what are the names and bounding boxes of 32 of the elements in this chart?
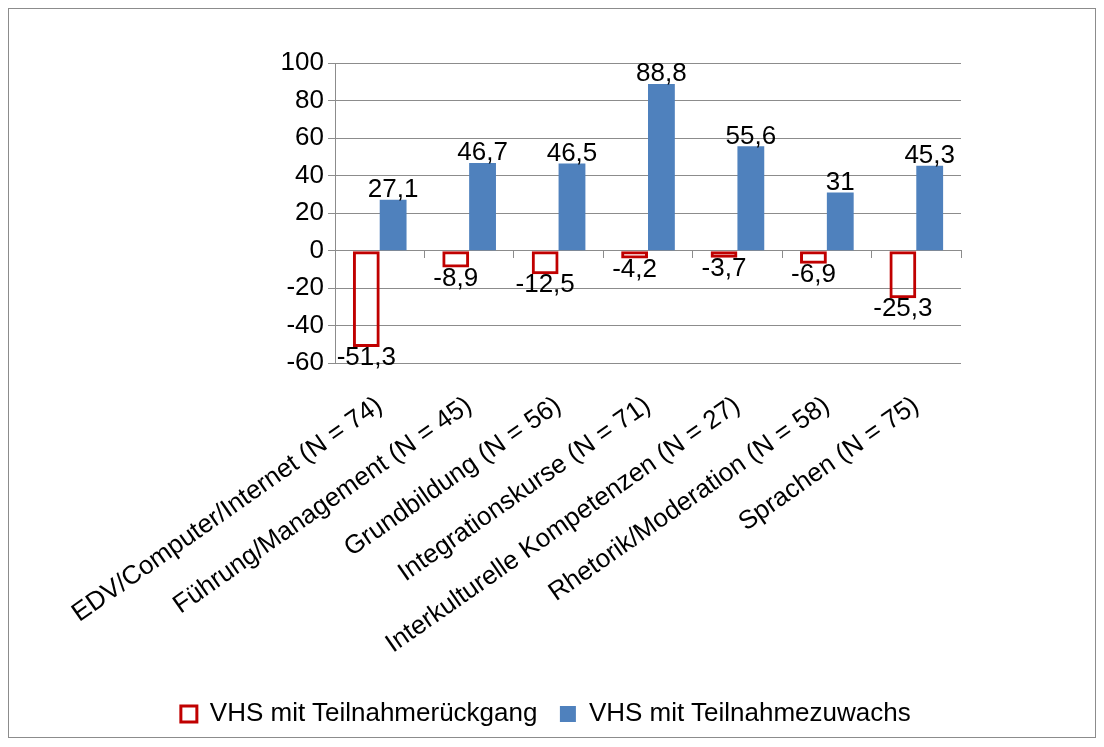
data-label: 27,1	[367, 173, 419, 204]
y-tick-label: 60	[295, 121, 324, 152]
data-label: -12,5	[515, 268, 575, 299]
y-tick-label: -20	[286, 271, 324, 302]
data-label: -4,2	[612, 252, 657, 283]
bar	[379, 199, 407, 251]
bar	[558, 163, 586, 251]
y-tick-label: 100	[280, 46, 324, 77]
data-label: 46,5	[546, 136, 598, 167]
data-label: 45,3	[904, 138, 955, 169]
legend-label: VHS mit Teilnahmezuwachs	[588, 697, 911, 728]
bar	[648, 84, 675, 251]
data-label: -25,3	[873, 292, 933, 323]
bar	[916, 165, 944, 251]
data-label: -3,7	[701, 251, 747, 282]
bar	[469, 163, 496, 251]
data-label: 46,7	[457, 136, 508, 167]
bar	[826, 192, 854, 251]
y-tick-label: -40	[286, 308, 324, 339]
y-tick-label: 40	[295, 158, 324, 189]
bar	[737, 146, 765, 251]
y-tick-label: -60	[286, 346, 324, 377]
y-tick-label: 80	[295, 83, 324, 114]
data-label: -51,3	[336, 341, 396, 372]
legend-label: VHS mit Teilnahmerückgang	[209, 697, 538, 728]
data-label: -6,9	[791, 257, 836, 288]
y-tick-label: 0	[309, 233, 324, 264]
y-tick-label: 20	[295, 196, 324, 227]
data-label: -8,9	[433, 261, 479, 292]
data-label: 55,6	[725, 119, 777, 150]
data-label: 31	[825, 165, 855, 196]
data-label: 88,8	[636, 57, 687, 88]
